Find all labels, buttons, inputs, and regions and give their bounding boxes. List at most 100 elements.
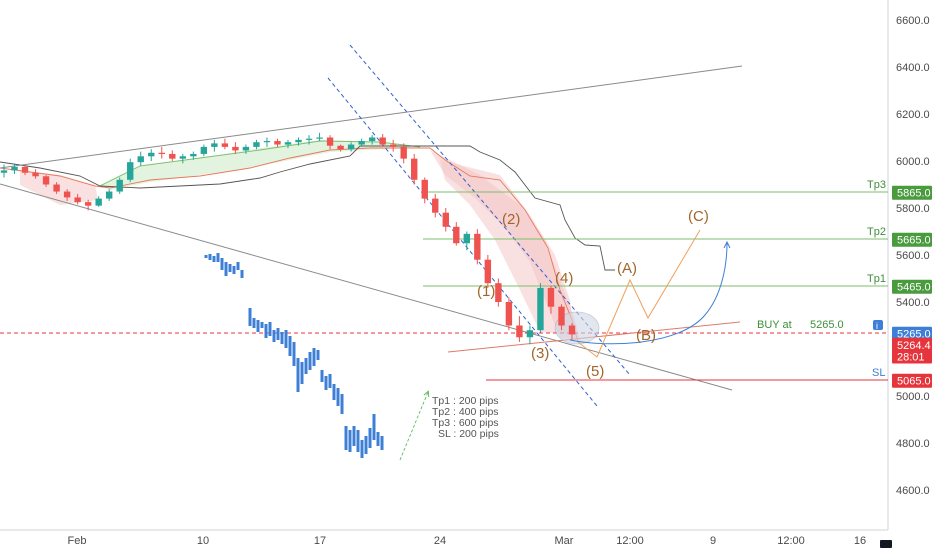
x-tick-label: Feb	[68, 535, 87, 547]
candle-body	[285, 142, 291, 144]
y-tick-label: 5800.0	[896, 203, 930, 215]
candle-body	[432, 199, 438, 213]
x-tick-label: 24	[434, 535, 446, 547]
buy-value-label: 5265.0	[810, 319, 844, 331]
candle-body	[327, 138, 333, 146]
x-tick-label: 16	[854, 535, 866, 547]
green-arrow	[400, 392, 428, 460]
y-tick-label: 5000.0	[896, 391, 930, 403]
candle-body	[11, 167, 17, 171]
note-sl: SL : 200 pips	[438, 428, 499, 440]
candle-body	[32, 173, 38, 177]
wave-label-2: (2)	[502, 211, 520, 228]
candle-body	[243, 147, 249, 151]
blue-bar	[305, 358, 308, 374]
candle-body	[1, 170, 7, 172]
tradingview-logo	[880, 540, 892, 548]
y-tick-label: 6000.0	[896, 156, 930, 168]
candle-body	[401, 147, 407, 159]
blue-bar	[373, 414, 376, 440]
wave-label-c: (C)	[688, 208, 709, 225]
y-tick-label: 4800.0	[896, 438, 930, 450]
tp3-label: Tp3	[867, 179, 886, 191]
blue-bar-pattern	[205, 253, 384, 458]
price-tag-label: 28:01	[897, 352, 925, 364]
candle-body	[474, 234, 480, 260]
candle-body	[306, 139, 312, 140]
blue-bar	[297, 358, 300, 392]
blue-bar	[309, 352, 312, 370]
blue-bar	[341, 394, 344, 414]
candle-body	[537, 288, 543, 330]
wave-label-a: (A)	[617, 260, 637, 277]
blue-bar	[213, 256, 216, 262]
info-icon[interactable]	[873, 320, 883, 330]
blue-bar	[209, 254, 212, 260]
buy-label: BUY at	[757, 319, 792, 331]
candle-body	[127, 162, 133, 180]
blue-bar	[317, 350, 320, 360]
candle-body	[369, 138, 375, 142]
candle-body	[95, 199, 101, 206]
x-tick-label: 17	[314, 535, 326, 547]
wave-label-4: (4)	[555, 270, 573, 287]
wave-label-3: (3)	[531, 345, 549, 362]
candle-body	[422, 180, 428, 199]
blue-bar	[333, 384, 336, 400]
blue-bar	[257, 320, 260, 332]
candle-body	[316, 138, 322, 139]
candle-body	[495, 283, 501, 302]
candle-body	[569, 326, 575, 335]
info-icon-glyph: i	[876, 321, 878, 331]
x-tick-label: 9	[710, 535, 716, 547]
x-tick-label: 12:00	[616, 535, 644, 547]
candle-body	[358, 141, 364, 145]
blue-bar	[365, 436, 368, 454]
blue-bar	[349, 430, 352, 452]
blue-bar	[293, 342, 296, 366]
blue-bar	[249, 308, 252, 326]
candle-body	[558, 307, 564, 326]
x-tick-label: 10	[197, 535, 209, 547]
candle-body	[148, 153, 154, 157]
blue-bar	[217, 253, 220, 262]
blue-bar	[233, 266, 236, 274]
candle-body	[464, 234, 470, 243]
blue-bar	[225, 262, 228, 276]
blue-bar	[369, 428, 372, 448]
candle-body	[201, 147, 207, 154]
upper-trendline	[0, 66, 742, 168]
candle-body	[379, 138, 385, 145]
candle-body	[106, 192, 112, 199]
candle-body	[527, 330, 533, 337]
candle-body	[232, 147, 238, 151]
candle-body	[506, 302, 512, 326]
blue-bar	[381, 436, 384, 450]
candle-body	[138, 156, 144, 162]
candle-body	[390, 145, 396, 147]
wave-label-b: (B)	[636, 327, 656, 344]
blue-bar	[325, 376, 328, 390]
price-tag-label: 5065.0	[897, 376, 931, 388]
candle-body	[117, 180, 123, 192]
lower-trendline	[0, 184, 732, 390]
blue-bar	[301, 362, 304, 384]
blue-bar	[261, 322, 264, 328]
y-tick-label: 6200.0	[896, 109, 930, 121]
blue-bar	[285, 330, 288, 348]
price-tag-label: 5465.0	[897, 282, 931, 294]
blue-bar	[273, 330, 276, 342]
candle-body	[64, 192, 70, 198]
blue-bar	[361, 440, 364, 458]
blue-bar	[241, 270, 244, 278]
wave-label-5: (5)	[586, 363, 604, 380]
wave-label-1: (1)	[477, 283, 495, 300]
candle-body	[274, 141, 280, 145]
y-axis-ticks: 6600.0 6400.0 6200.0 6000.0 5800.0 5600.0 5400…	[896, 15, 930, 497]
y-tick-label: 6600.0	[896, 15, 930, 27]
candle-body	[516, 326, 522, 338]
price-tag-label: 5665.0	[897, 235, 931, 247]
